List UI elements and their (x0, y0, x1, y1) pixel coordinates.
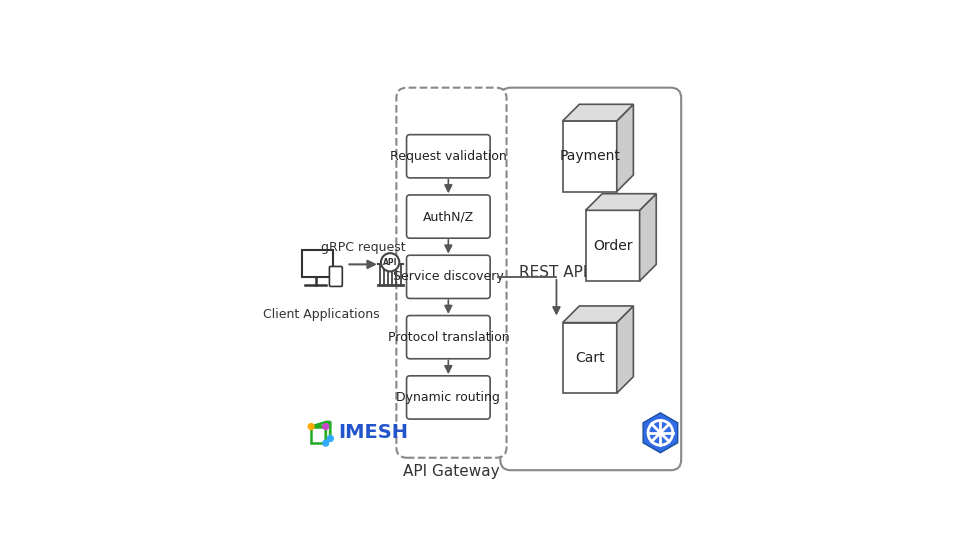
FancyBboxPatch shape (406, 255, 491, 299)
Text: Request validation: Request validation (390, 150, 507, 163)
FancyBboxPatch shape (500, 87, 682, 470)
Polygon shape (639, 194, 657, 281)
Text: REST API: REST API (519, 265, 588, 280)
Polygon shape (563, 306, 634, 322)
Circle shape (323, 424, 328, 429)
Text: AuthN/Z: AuthN/Z (422, 210, 474, 223)
Bar (301, 250, 333, 277)
Circle shape (381, 253, 399, 272)
Circle shape (658, 430, 662, 435)
FancyBboxPatch shape (406, 195, 491, 238)
Text: API Gateway: API Gateway (403, 464, 500, 479)
FancyBboxPatch shape (406, 315, 491, 359)
FancyBboxPatch shape (329, 266, 343, 286)
Polygon shape (311, 422, 330, 427)
Text: gRPC request: gRPC request (321, 241, 405, 254)
Circle shape (308, 424, 314, 429)
Text: Dynamic routing: Dynamic routing (396, 391, 500, 404)
Polygon shape (563, 322, 616, 393)
Circle shape (323, 440, 328, 446)
Circle shape (327, 436, 333, 441)
Text: Client Applications: Client Applications (263, 308, 380, 321)
Polygon shape (616, 306, 634, 393)
FancyBboxPatch shape (406, 134, 491, 178)
Text: Payment: Payment (560, 149, 620, 163)
Text: API: API (383, 258, 397, 267)
Polygon shape (311, 427, 325, 443)
Polygon shape (563, 104, 634, 121)
Text: Service discovery: Service discovery (393, 271, 504, 284)
Polygon shape (586, 211, 639, 281)
Text: Cart: Cart (575, 351, 605, 365)
Polygon shape (563, 121, 616, 192)
Text: Order: Order (593, 239, 633, 253)
Polygon shape (616, 104, 634, 192)
Polygon shape (325, 422, 330, 443)
FancyBboxPatch shape (396, 87, 507, 458)
Polygon shape (586, 194, 657, 211)
FancyBboxPatch shape (406, 376, 491, 419)
Text: Protocol translation: Protocol translation (388, 330, 509, 343)
Polygon shape (643, 413, 678, 453)
Text: IMESH: IMESH (338, 423, 408, 442)
